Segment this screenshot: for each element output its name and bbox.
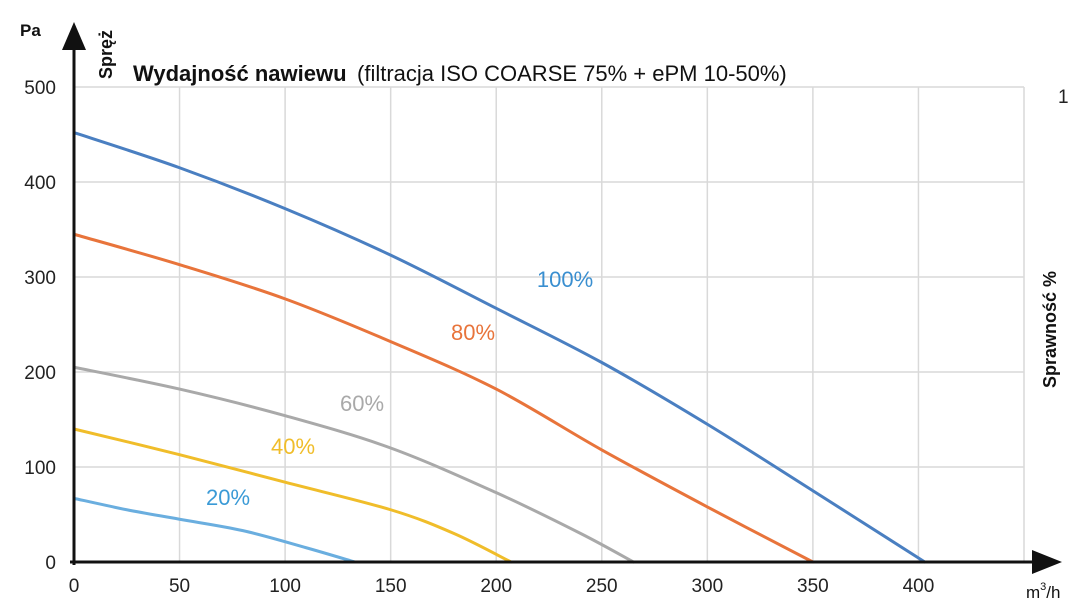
y-axis-arrow	[62, 22, 86, 50]
x-tick-labels: 0 50 100 150 200 250 300 350 400	[69, 576, 935, 597]
y-tick-label: 300	[24, 268, 56, 289]
chart-title: Wydajność nawiewu (filtracja ISO COARSE …	[133, 61, 787, 86]
series-label-100pct: 100%	[537, 267, 593, 292]
series-line-60pct	[72, 365, 635, 564]
grid	[74, 86, 1025, 562]
y-tick-label: 0	[45, 553, 56, 574]
x-unit-sup: 3	[1040, 581, 1046, 593]
x-unit-base: m	[1026, 583, 1040, 602]
x-tick-label: 250	[586, 576, 618, 597]
axes	[62, 22, 1062, 574]
x-tick-label: 100	[269, 576, 301, 597]
curves	[72, 131, 927, 564]
y-tick-label: 500	[24, 78, 56, 99]
x-tick-label: 350	[797, 576, 829, 597]
series-line-80pct	[72, 232, 815, 564]
y-tick-label: 200	[24, 363, 56, 384]
x-tick-label: 200	[480, 576, 512, 597]
series-line-20pct	[72, 496, 357, 564]
x-tick-label: 0	[69, 576, 80, 597]
series-label-40pct: 40%	[271, 434, 315, 459]
x-unit-tail: /h	[1046, 583, 1060, 602]
series-label-20pct: 20%	[206, 485, 250, 510]
title-subtitle-part: (filtracja ISO COARSE 75% + ePM 10-50%)	[357, 61, 787, 86]
x-tick-label: 300	[691, 576, 723, 597]
y-axis-title: Spręż	[96, 30, 116, 79]
y-tick-label: 100	[24, 458, 56, 479]
x-tick-label: 50	[169, 576, 190, 597]
series-label-60pct: 60%	[340, 391, 384, 416]
plot-background	[74, 87, 1024, 560]
series-line-40pct	[72, 427, 513, 564]
right-axis-title: Sprawność %	[1040, 271, 1060, 388]
x-axis-arrow	[1032, 550, 1062, 574]
y-tick-label: 400	[24, 173, 56, 194]
series-line-100pct	[72, 131, 927, 564]
x-unit-label: m3/h	[1026, 581, 1060, 602]
title-bold-part: Wydajność nawiewu	[133, 61, 347, 86]
curve-labels: 100% 80% 60% 40% 20%	[206, 267, 593, 510]
series-label-80pct: 80%	[451, 320, 495, 345]
y-unit-label: Pa	[20, 21, 41, 40]
x-tick-label: 150	[375, 576, 407, 597]
y-tick-labels: 0 100 200 300 400 500	[24, 78, 56, 574]
right-axis-tick: 1	[1058, 87, 1069, 108]
x-tick-label: 400	[903, 576, 935, 597]
